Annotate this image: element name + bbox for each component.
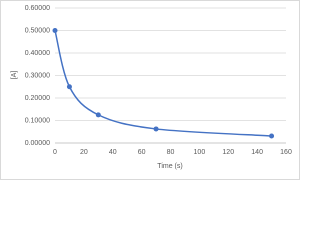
x-tick-label: 140 — [251, 149, 263, 156]
chart: Time (s) [A] 0.00000 0.10000 0.20000 0.3000… — [0, 0, 300, 180]
y-tick-label: 0.10000 — [25, 117, 50, 124]
x-tick-label: 120 — [222, 149, 234, 156]
y-tick-label: 0.60000 — [25, 5, 50, 12]
x-tick-label: 100 — [194, 149, 206, 156]
data-point — [269, 133, 275, 139]
series-line — [54, 30, 272, 137]
x-tick-label: 160 — [280, 149, 292, 156]
y-axis-label: [A] — [11, 71, 18, 80]
x-tick-label: 20 — [80, 149, 88, 156]
y-tick-label: 0.50000 — [25, 27, 50, 34]
data-point — [66, 84, 72, 90]
x-tick-label: 60 — [138, 149, 146, 156]
y-tick-label: 0.40000 — [25, 50, 50, 57]
x-tick-label: 80 — [167, 149, 175, 156]
y-tick-label: 0.30000 — [25, 72, 50, 79]
data-point — [95, 112, 101, 118]
x-tick-label: 40 — [109, 149, 117, 156]
data-point — [153, 126, 159, 132]
data-point — [52, 28, 58, 33]
page: Time (s) [A] 0.00000 0.10000 0.20000 0.3000… — [0, 0, 300, 180]
x-tick-label: 0 — [53, 149, 57, 156]
x-axis-label: Time (s) — [157, 163, 182, 170]
y-tick-label: 0.20000 — [25, 95, 50, 102]
y-tick-label: 0.00000 — [25, 140, 50, 147]
